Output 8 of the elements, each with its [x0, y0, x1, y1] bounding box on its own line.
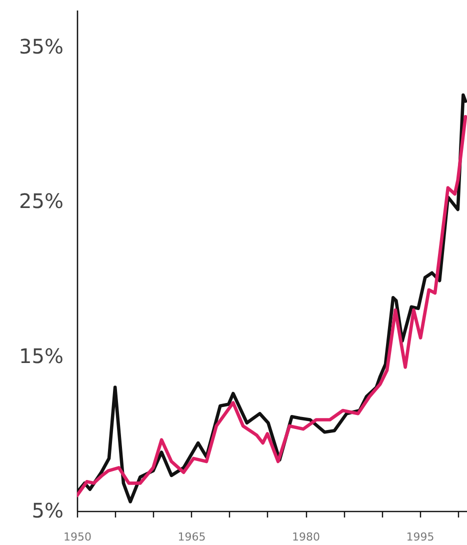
x-tick-label: 1950 — [64, 530, 92, 544]
y-tick-label: 5% — [32, 498, 64, 522]
x-tick-label: 1965 — [178, 530, 206, 544]
y-tick-label: 15% — [19, 344, 64, 368]
y-tick-label: 35% — [19, 34, 64, 59]
x-tick-label: 1980 — [292, 530, 320, 544]
y-tick-label: 25% — [19, 189, 64, 214]
x-tick-label: 1995 — [406, 530, 434, 544]
